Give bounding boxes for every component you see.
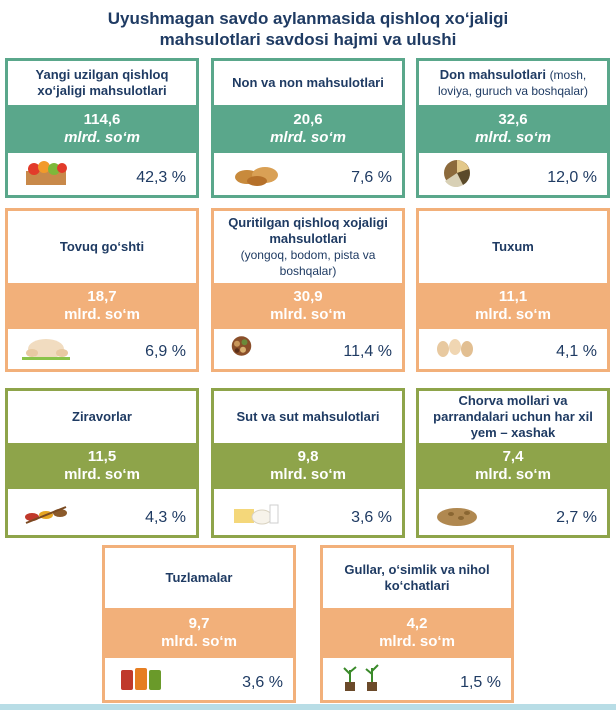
chicken-icon	[22, 339, 70, 360]
share-percent: 42,3 %	[136, 169, 186, 186]
unit-text: mlrd. so‘m	[64, 306, 140, 323]
value-text: 18,7	[87, 288, 117, 305]
value-text: 11,1	[498, 288, 528, 305]
spices-icon	[25, 506, 67, 524]
share-percent: 11,4 %	[343, 343, 392, 360]
card-title: Tovuq go‘shti	[59, 239, 145, 254]
share-percent: 2,7 %	[556, 509, 597, 526]
value-text: 9,8	[297, 448, 319, 465]
eggs-icon	[437, 339, 473, 357]
card-seedlings: Gullar, o‘simlik va nihol ko‘chatlari 4,…	[320, 545, 514, 703]
unit-text: mlrd. so‘m	[270, 466, 346, 483]
share-percent: 6,9 %	[145, 343, 186, 360]
feed-icon	[437, 508, 477, 526]
card-subtitle: (yongoq, bodom, pista va boshqalar)	[240, 248, 376, 278]
unit-text: mlrd. so‘m	[270, 306, 346, 323]
value-text: 114,6	[83, 111, 121, 128]
card-pickles: Tuzlamalar 9,7 mlrd. so‘m 3,6 %	[102, 545, 296, 703]
value-band: 114,6 mlrd. so‘m	[8, 105, 196, 153]
page-title: Uyushmagan savdo aylanmasida qishloq xo‘…	[0, 8, 616, 50]
bread-icon	[235, 167, 278, 186]
share-percent: 4,1 %	[556, 343, 597, 360]
value-text: 9,7	[188, 615, 210, 632]
value-text: 20,6	[293, 111, 323, 128]
value-band: 20,6 mlrd. so‘m	[214, 105, 402, 153]
seedlings-icon	[343, 664, 379, 691]
unit-text: mlrd. so‘m	[379, 633, 455, 650]
value-text: 30,9	[293, 288, 323, 305]
title-line-2: mahsulotlari savdosi hajmi va ulushi	[159, 30, 457, 49]
value-text: 4,2	[406, 615, 428, 632]
card-title: Yangi uzilgan qishloq xo‘jaligi mahsulot…	[35, 67, 169, 98]
card-chicken: Tovuq go‘shti 18,7 mlrd. so‘m 6,9 %	[5, 208, 199, 372]
card-title: Quritilgan qishloq xojaligi mahsulotlari	[228, 215, 388, 246]
card-bread: Non va non mahsulotlari 20,6 mlrd. so‘m …	[211, 58, 405, 198]
share-percent: 12,0 %	[547, 169, 597, 186]
value-band: 32,6 mlrd. so‘m	[419, 105, 607, 153]
card-animal-feed: Chorva mollari va parrandalari uchun har…	[416, 388, 610, 538]
pickles-icon	[121, 668, 161, 690]
value-band: 11,5 mlrd. so‘m	[8, 443, 196, 489]
share-percent: 4,3 %	[145, 509, 186, 526]
value-band: 9,7 mlrd. so‘m	[105, 608, 293, 658]
card-title: Non va non mahsulotlari	[232, 75, 384, 90]
card-title: Gullar, o‘simlik va nihol ko‘chatlari	[344, 562, 490, 593]
card-spices: Ziravorlar 11,5 mlrd. so‘m 4,3 %	[5, 388, 199, 538]
unit-text: mlrd. so‘m	[475, 306, 551, 323]
share-percent: 3,6 %	[242, 674, 283, 691]
card-title: Tuxum	[492, 239, 534, 254]
card-title: Sut va sut mahsulotlari	[236, 409, 380, 424]
value-band: 30,9 mlrd. so‘m	[214, 283, 402, 329]
value-band: 9,8 mlrd. so‘m	[214, 443, 402, 489]
value-text: 7,4	[502, 448, 524, 465]
card-fresh-produce: Yangi uzilgan qishloq xo‘jaligi mahsulot…	[5, 58, 199, 198]
card-title: Don mahsulotlari	[439, 67, 546, 82]
unit-text: mlrd. so‘m	[64, 466, 140, 483]
card-grains: Don mahsulotlari (mosh, loviya, guruch v…	[416, 58, 610, 198]
fruit-crate-icon	[26, 161, 67, 185]
share-percent: 3,6 %	[351, 509, 392, 526]
card-dairy: Sut va sut mahsulotlari 9,8 mlrd. so‘m 3…	[211, 388, 405, 538]
card-title: Ziravorlar	[72, 409, 132, 424]
grains-icon	[444, 160, 470, 187]
card-eggs: Tuxum 11,1 mlrd. so‘m 4,1 %	[416, 208, 610, 372]
value-band: 7,4 mlrd. so‘m	[419, 443, 607, 489]
unit-text: mlrd. so‘m	[161, 633, 237, 650]
title-line-1: Uyushmagan savdo aylanmasida qishloq xo‘…	[107, 9, 509, 28]
unit-text: mlrd. so‘m	[64, 129, 140, 146]
share-percent: 7,6 %	[351, 169, 392, 186]
share-percent: 1,5 %	[460, 674, 501, 691]
unit-text: mlrd. so‘m	[270, 129, 346, 146]
value-band: 18,7 mlrd. so‘m	[8, 283, 196, 329]
nuts-icon	[231, 336, 252, 356]
card-subtitle: (mosh, loviya, guruch va boshqalar)	[437, 68, 589, 98]
card-dried-products: Quritilgan qishloq xojaligi mahsulotlari…	[211, 208, 405, 372]
card-title: Chorva mollari va parrandalari uchun har…	[433, 393, 593, 440]
value-band: 11,1 mlrd. so‘m	[419, 283, 607, 329]
dairy-icon	[234, 504, 279, 525]
card-title: Tuzlamalar	[165, 570, 233, 585]
unit-text: mlrd. so‘m	[475, 466, 551, 483]
value-text: 32,6	[498, 111, 528, 128]
bottom-bar	[0, 704, 616, 710]
unit-text: mlrd. so‘m	[475, 129, 551, 146]
value-band: 4,2 mlrd. so‘m	[323, 608, 511, 658]
value-text: 11,5	[87, 448, 117, 465]
